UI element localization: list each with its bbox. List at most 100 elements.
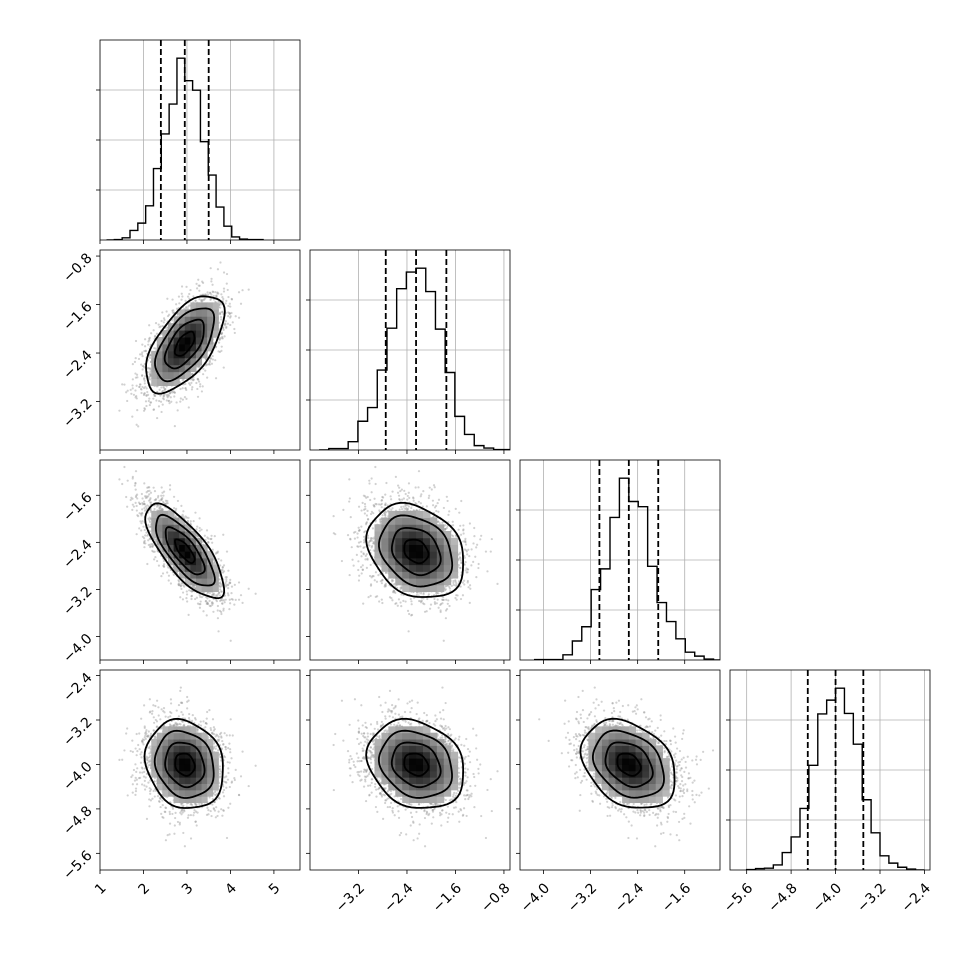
sample-point (123, 383, 126, 386)
sample-point (173, 506, 176, 510)
sample-point (226, 592, 230, 595)
density-cell (162, 330, 169, 338)
sample-point (166, 297, 169, 300)
sample-point (167, 566, 170, 569)
sample-point (227, 594, 230, 597)
sample-point (168, 392, 172, 395)
sample-point (149, 370, 152, 374)
sample-point (144, 400, 148, 403)
sample-point (220, 585, 224, 588)
sample-point (225, 584, 228, 587)
sample-point (147, 377, 151, 380)
sample-point (221, 568, 224, 571)
density-cell (179, 343, 186, 352)
sample-point (149, 501, 152, 504)
density-cell (207, 343, 214, 352)
sample-point (216, 617, 220, 620)
sample-point (145, 387, 148, 390)
sample-point (219, 261, 222, 264)
sample-point (228, 302, 231, 305)
sample-point (185, 397, 188, 401)
sample-point (177, 580, 181, 583)
sample-point (147, 367, 150, 370)
sample-point (176, 313, 179, 316)
sample-point (197, 278, 200, 281)
sample-point (230, 297, 233, 301)
sample-point (155, 505, 159, 508)
sample-point (190, 381, 193, 384)
sample-point (137, 515, 140, 518)
sample-point (220, 345, 223, 348)
sample-point (151, 545, 154, 548)
sample-point (147, 543, 150, 547)
sample-point (223, 601, 226, 604)
sample-point (211, 358, 214, 361)
sample-point (221, 311, 224, 314)
sample-point (160, 486, 163, 489)
histogram-panel-2 (520, 460, 720, 660)
density-cell (195, 330, 203, 338)
sample-point (226, 584, 229, 587)
sample-point (224, 585, 227, 588)
sample-point (203, 298, 206, 301)
sample-point (145, 394, 148, 398)
sample-point (154, 322, 158, 325)
sample-point (210, 362, 214, 365)
sample-point (162, 502, 165, 505)
sample-point (222, 564, 226, 567)
sample-point (217, 557, 220, 561)
sample-point (216, 292, 219, 295)
density-cell (184, 323, 191, 331)
sample-point (222, 271, 226, 274)
sample-point (134, 396, 137, 399)
sample-point (183, 396, 187, 399)
sample-point (142, 365, 145, 368)
sample-point (198, 606, 202, 609)
sample-point (135, 397, 138, 400)
sample-point (140, 391, 143, 395)
sample-point (148, 356, 152, 359)
sample-point (160, 498, 163, 501)
sample-point (229, 602, 232, 605)
sample-point (149, 543, 152, 546)
density-cell (151, 378, 158, 386)
sample-point (141, 503, 144, 506)
sample-point (223, 335, 226, 338)
sample-point (198, 365, 201, 368)
sample-point (150, 332, 153, 335)
sample-point (221, 599, 224, 602)
sample-point (199, 595, 202, 598)
sample-point (212, 294, 215, 298)
sample-point (207, 541, 210, 544)
sample-point (166, 315, 170, 318)
density-cell (184, 330, 191, 338)
sample-point (200, 528, 203, 531)
sample-point (223, 324, 226, 327)
sample-point (159, 504, 162, 508)
density-cell (179, 330, 186, 338)
sample-point (149, 497, 152, 500)
sample-point (234, 598, 237, 601)
sample-point (138, 385, 141, 388)
sample-point (141, 374, 144, 377)
sample-point (198, 284, 201, 287)
density-cell (195, 302, 203, 310)
sample-point (192, 378, 195, 381)
sample-point (210, 293, 213, 296)
sample-point (219, 313, 222, 316)
sample-point (189, 520, 192, 523)
sample-point (142, 393, 146, 397)
sample-point (221, 565, 224, 569)
density-cell (195, 309, 203, 317)
density-cell (190, 343, 197, 352)
sample-point (196, 387, 199, 391)
sample-point (170, 400, 173, 403)
sample-point (177, 584, 180, 587)
sample-point (219, 311, 222, 314)
density-cell (184, 350, 191, 359)
sample-point (221, 602, 224, 605)
sample-point (194, 299, 197, 302)
sample-point (146, 390, 149, 394)
sample-point (224, 598, 227, 601)
sample-point (225, 550, 229, 553)
